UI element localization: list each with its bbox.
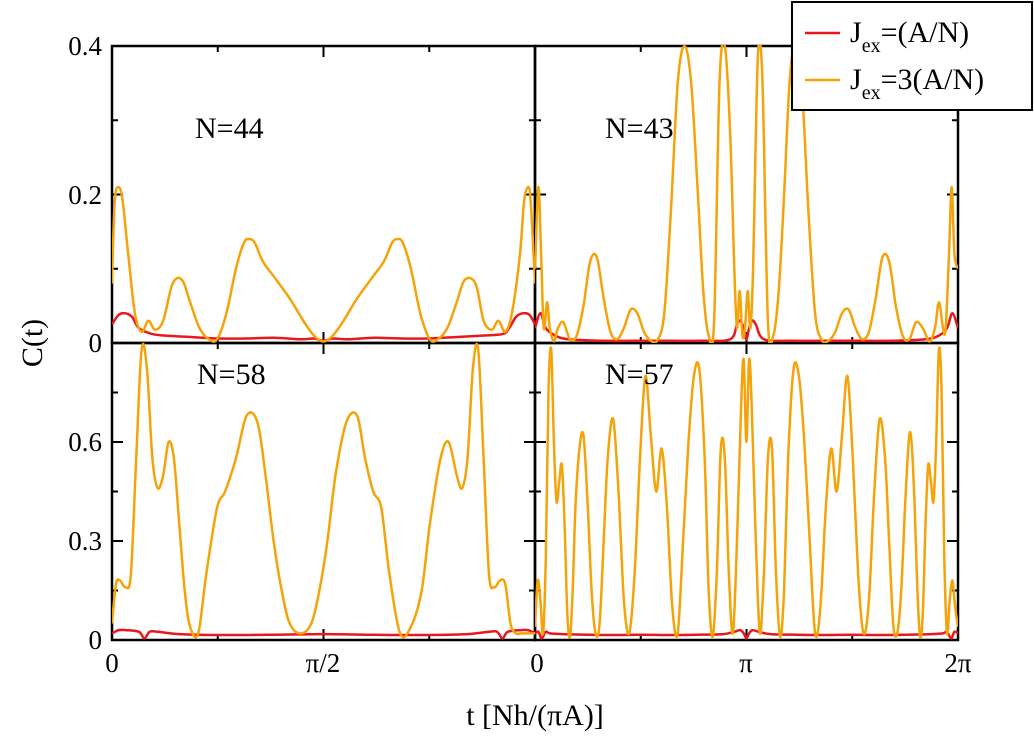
series-line-n57-jex-3 [535, 346, 958, 639]
legend-label-jex-3: Jex=3(A/N) [850, 63, 984, 104]
y-tick-label-bottom-0.6: 0.6 [68, 427, 102, 457]
x-tick-label-right-pi: π [739, 648, 753, 678]
series-line-n44-jex-3 [112, 185, 535, 343]
series-line-n43-jex-3 [535, 45, 958, 343]
series-line-n57-jex-1 [535, 628, 958, 640]
x-tick-label-left-0: 0 [105, 648, 119, 678]
y-tick-label-bottom-0.3: 0.3 [68, 526, 102, 556]
panel-frame-top-left [110, 44, 537, 345]
x-tick-label-right-0: 0 [530, 648, 544, 678]
panel-label-n58: N=58 [197, 358, 266, 391]
data-series [112, 45, 958, 640]
panel-label-n43: N=43 [605, 112, 674, 145]
y-tick-label-bottom-0: 0 [89, 625, 103, 655]
series-line-n58-jex-3 [112, 342, 535, 639]
y-tick-label-top-0: 0 [89, 328, 103, 358]
x-tick-label-right-2pi: 2π [944, 648, 972, 678]
y-tick-label-top-0.2: 0.2 [68, 180, 102, 210]
panel-label-n44: N=44 [195, 112, 264, 145]
panel-label-n57: N=57 [605, 358, 674, 391]
y-axis-title: C(t) [16, 319, 49, 367]
series-line-n58-jex-1 [112, 628, 535, 640]
x-axis-title: t [Nh/(πA)] [466, 699, 604, 732]
y-tick-label-top-0.4: 0.4 [68, 31, 102, 61]
panel-frame-bottom-right [533, 341, 960, 642]
series-line-n43-jex-1 [535, 312, 958, 343]
legend-label-jex-1: Jex=(A/N) [850, 16, 969, 57]
x-tick-label-left-pi-half: π/2 [306, 648, 341, 678]
legend: Jex=(A/N) Jex=3(A/N) [791, 1, 1033, 111]
legend-box [791, 1, 1033, 111]
